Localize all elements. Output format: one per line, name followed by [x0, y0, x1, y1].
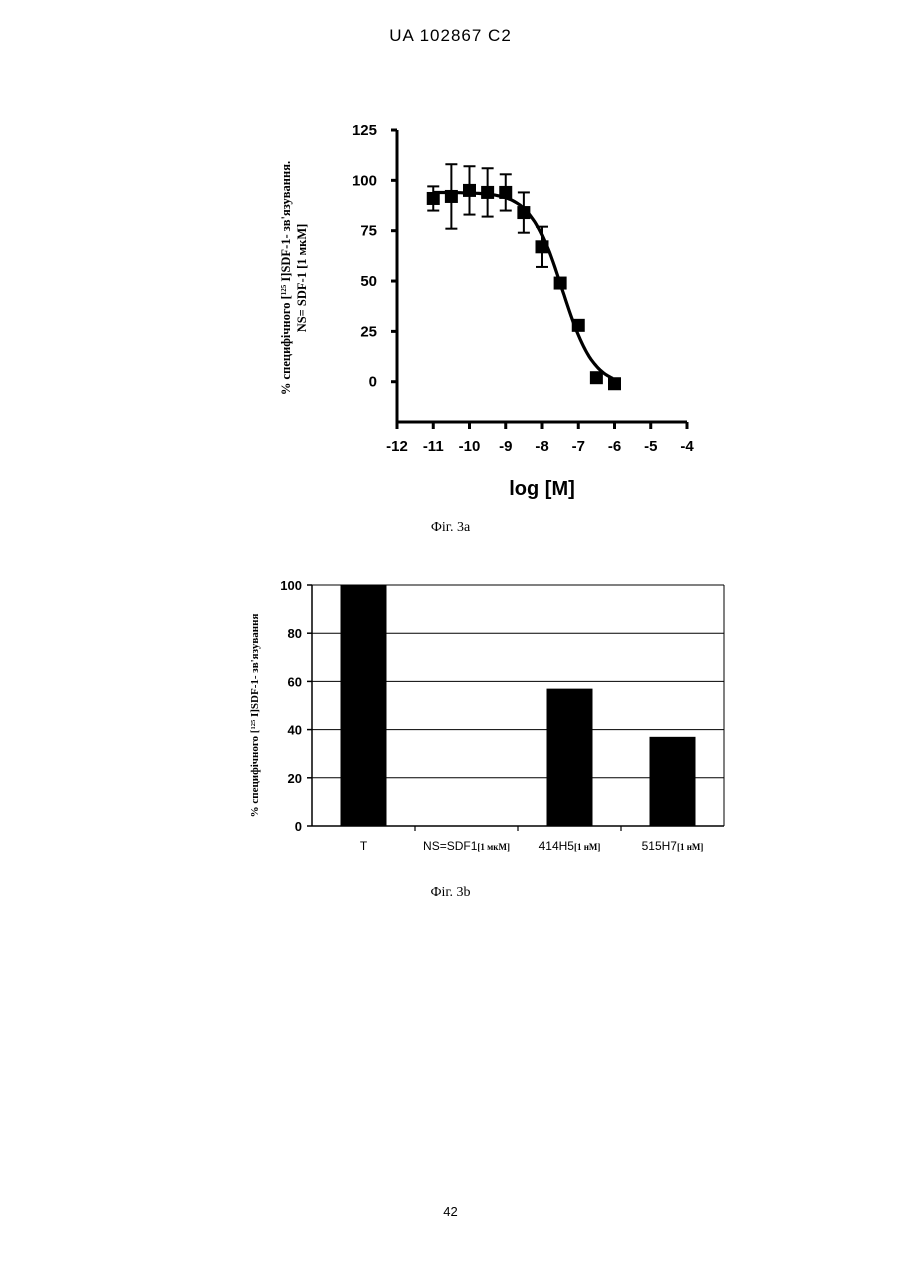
y-tick-label-3a: 0 [369, 374, 377, 391]
x-tick-label-3a: -8 [535, 438, 548, 455]
category-label-3b: 414H5[1 нМ] [539, 839, 601, 853]
y-tick-label-3b: 60 [288, 674, 302, 689]
y-tick-label-3b: 80 [288, 626, 302, 641]
y-tick-label-3a: 75 [360, 223, 377, 240]
y-tick-label-3a: 125 [352, 122, 377, 139]
x-tick-label-3a: -4 [680, 438, 694, 455]
y-tick-label-3a: 50 [360, 273, 377, 290]
category-label-3b: T [360, 839, 368, 853]
y-tick-label-3a: 100 [352, 172, 377, 189]
x-tick-label-3a: -7 [572, 438, 585, 455]
data-point-3a [608, 377, 621, 390]
x-tick-label-3a: -10 [459, 438, 481, 455]
y-tick-label-3b: 100 [280, 578, 302, 593]
data-point-3a [536, 240, 549, 253]
figure-caption-3b: Фіг. 3b [0, 885, 901, 901]
chart-3a-plot: 0 25 50 75 100 125 -12 -11 -10 -9 -8 -7 -6 -5 -4 log [M… [279, 122, 694, 500]
x-tick-label-3a: -9 [499, 438, 512, 455]
x-tick-label-3a: -12 [386, 438, 408, 455]
data-point-3a [590, 371, 603, 384]
data-point-3a [427, 192, 440, 205]
x-tick-label-3a: -5 [644, 438, 657, 455]
bar-3b [547, 689, 593, 826]
data-point-3a [481, 186, 494, 199]
data-point-3a [572, 319, 585, 332]
bar-3b [341, 585, 387, 826]
data-point-3a [517, 206, 530, 219]
data-point-3a [463, 184, 476, 197]
y-tick-label-3a: 25 [360, 323, 377, 340]
figure-caption-3a: Фіг. 3а [0, 520, 901, 536]
x-tick-label-3a: -11 [423, 438, 444, 455]
y-tick-label-3b: 0 [295, 819, 302, 834]
category-label-3b: 515H7[1 нМ] [642, 839, 704, 853]
x-axis-title-3a: log [M] [509, 478, 575, 500]
bar-3b [650, 737, 696, 826]
data-point-3a [499, 186, 512, 199]
y-axis-subtitle-3a: NS= SDF-1 [1 мкМ] [295, 224, 309, 333]
data-point-3a [445, 190, 458, 203]
data-point-3a [554, 277, 567, 290]
y-tick-label-3b: 20 [288, 771, 302, 786]
chart-3b-plot: 0 20 40 60 80 100 T NS=SDF1[1 мкМ] 414H5[1 нМ] 51… [249, 578, 724, 853]
x-tick-label-3a: -6 [608, 438, 621, 455]
category-label-3b: NS=SDF1[1 мкМ] [423, 839, 510, 853]
y-axis-title-3a: % специфічного [125 I]SDF-1- зв'язування… [279, 161, 293, 395]
y-tick-label-3b: 40 [288, 723, 302, 738]
y-axis-title-3b: % специфічного [125 I]SDF-1- зв'язування [249, 614, 261, 818]
page-number: 42 [0, 1204, 901, 1219]
